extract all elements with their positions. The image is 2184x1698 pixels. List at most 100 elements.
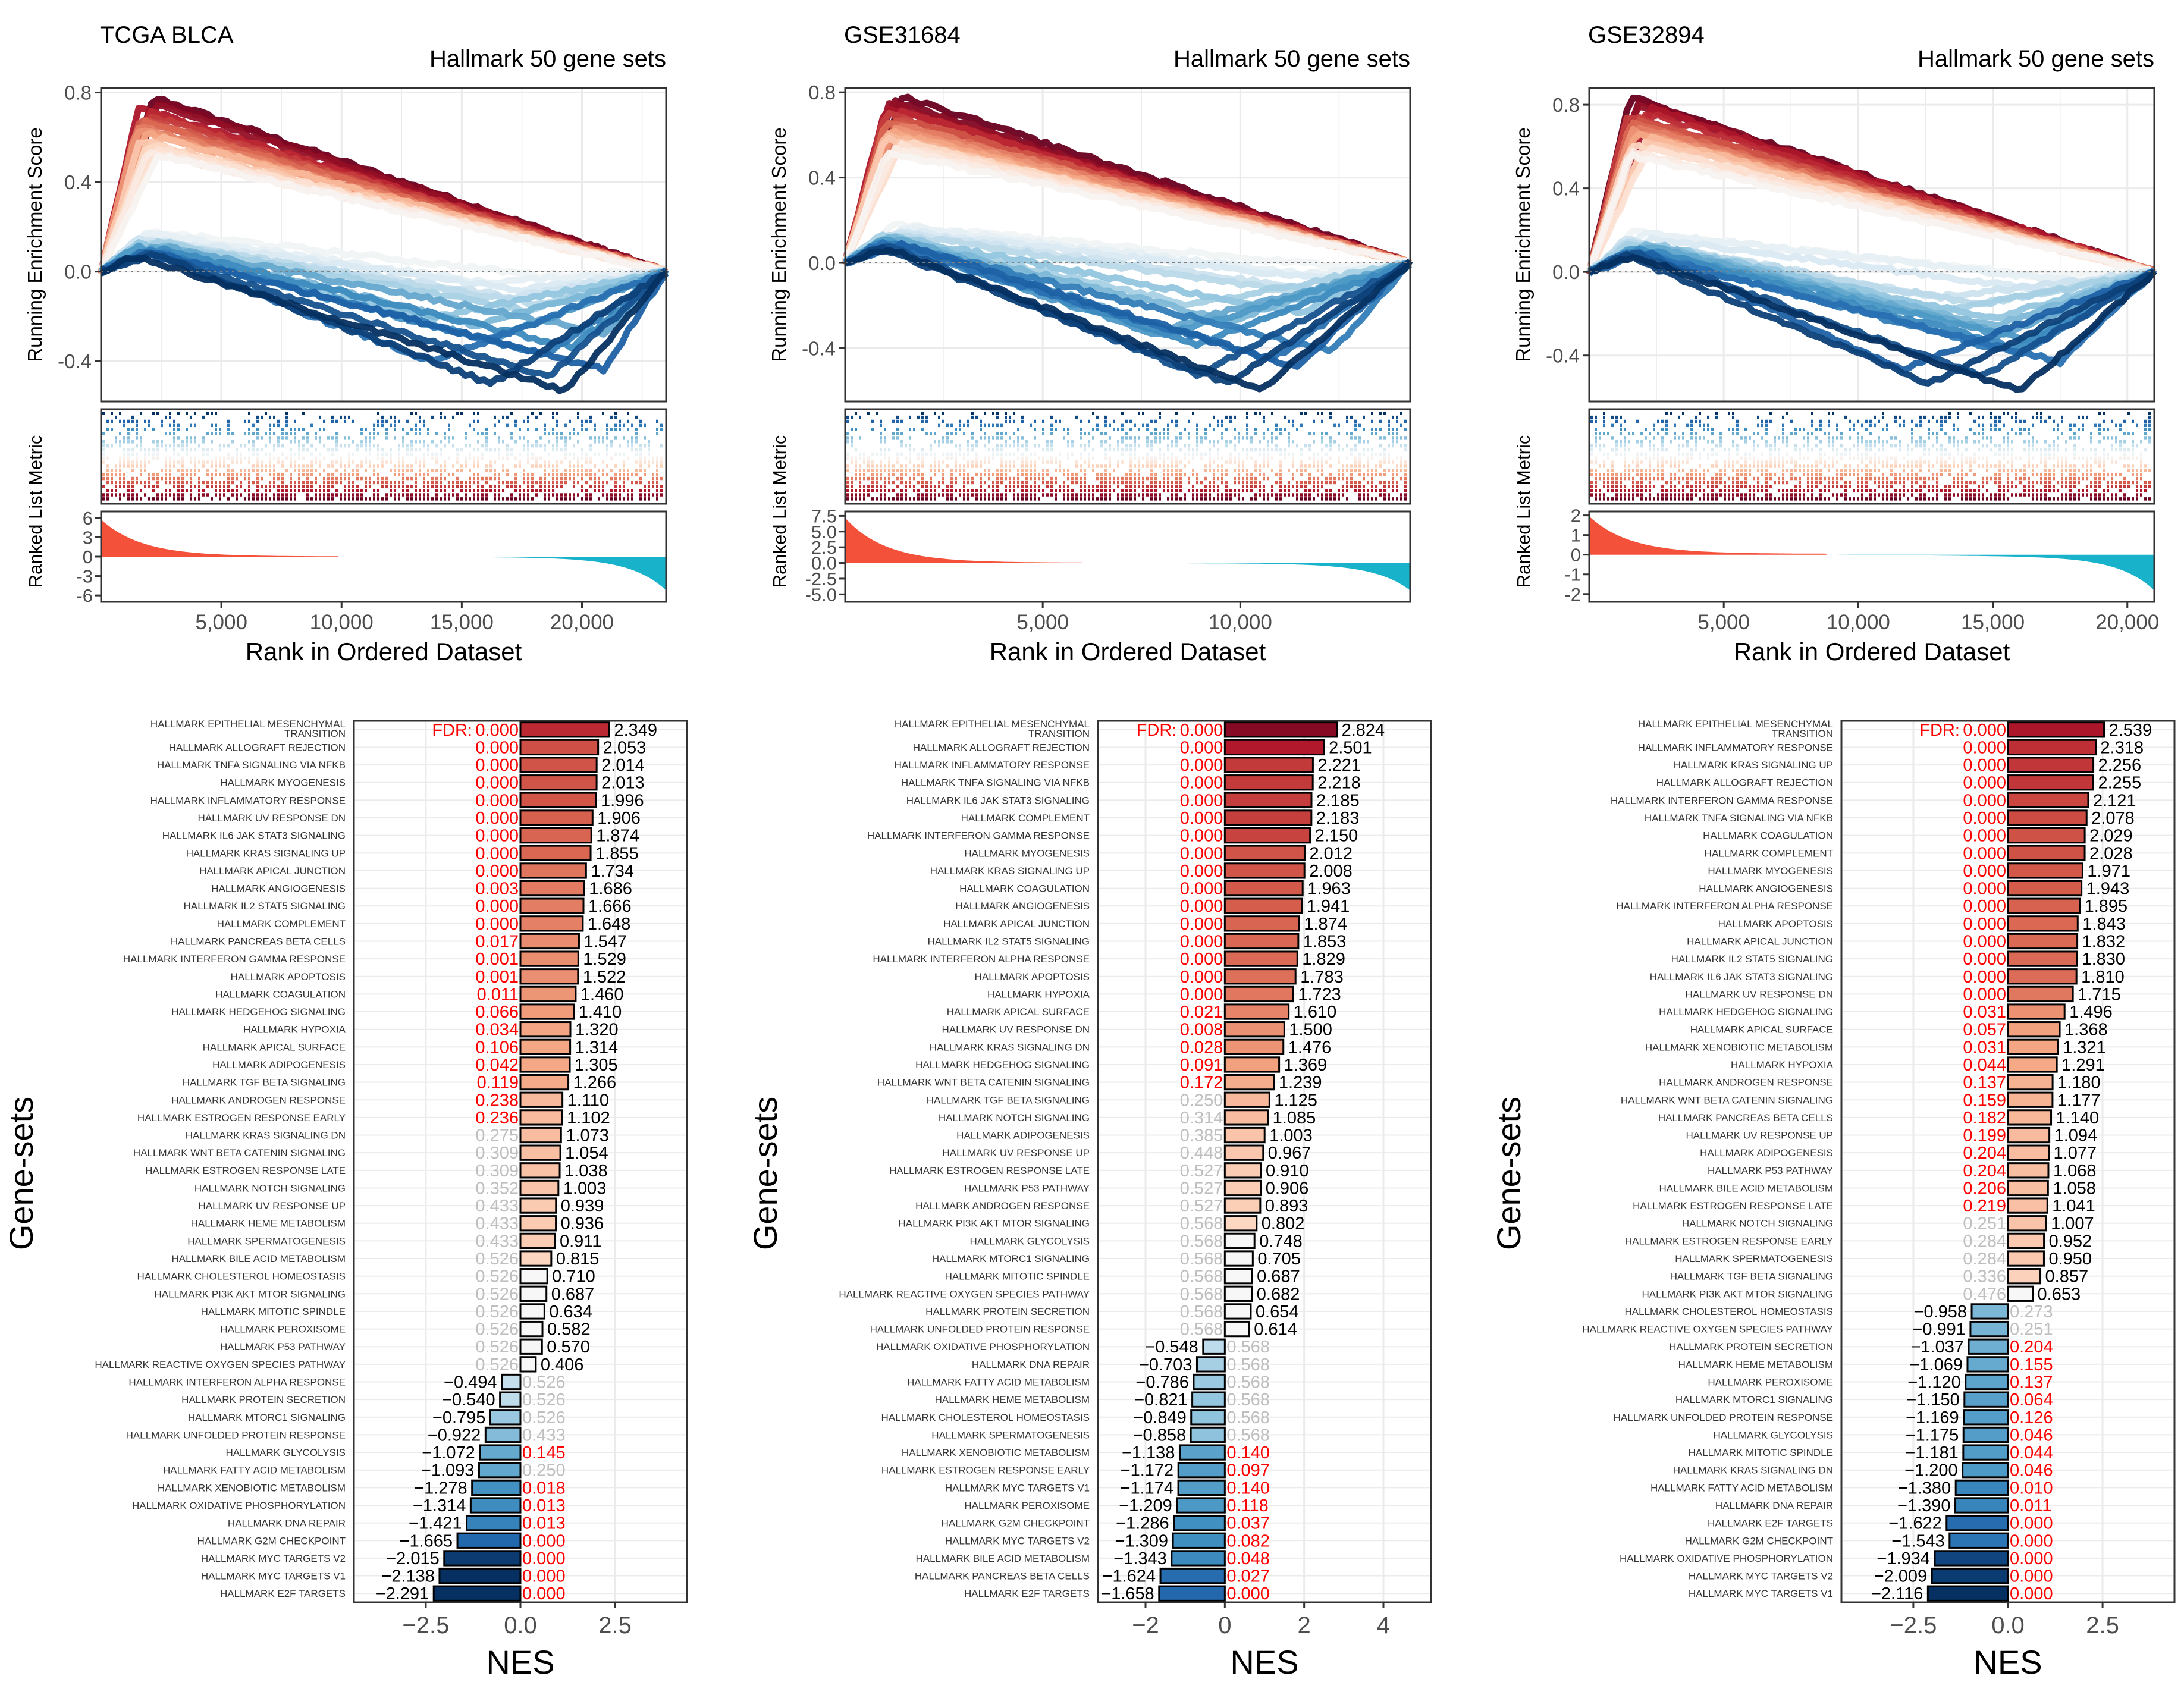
hit-mark bbox=[648, 464, 650, 468]
hit-mark bbox=[1990, 423, 1992, 428]
hit-mark bbox=[152, 440, 155, 444]
hit-mark bbox=[1807, 456, 1809, 460]
hit-mark bbox=[1919, 440, 1922, 444]
hit-mark bbox=[1824, 432, 1826, 435]
hit-mark bbox=[1209, 423, 1211, 428]
hit-mark bbox=[963, 452, 965, 456]
hit-mark bbox=[602, 485, 604, 489]
hit-mark bbox=[660, 428, 663, 431]
hit-mark bbox=[148, 460, 150, 464]
hit-mark bbox=[913, 448, 915, 452]
hit-mark bbox=[1296, 485, 1298, 489]
hit-mark bbox=[1961, 476, 1963, 481]
hit-mark bbox=[1296, 497, 1298, 501]
hit-mark bbox=[244, 472, 246, 476]
hit-mark bbox=[1134, 472, 1136, 476]
hit-mark bbox=[631, 481, 633, 485]
hit-mark bbox=[1279, 452, 1282, 456]
hit-mark bbox=[2098, 440, 2101, 444]
hit-mark bbox=[1150, 440, 1153, 444]
hit-mark bbox=[219, 472, 221, 476]
hit-mark bbox=[1080, 419, 1082, 423]
hit-mark bbox=[1150, 460, 1153, 464]
hit-mark bbox=[1084, 497, 1086, 501]
hit-mark bbox=[344, 415, 346, 419]
hit-mark bbox=[909, 469, 911, 472]
hit-mark bbox=[1388, 444, 1390, 448]
hit-mark bbox=[1757, 476, 1759, 481]
hit-mark bbox=[1229, 456, 1232, 460]
hit-mark bbox=[1961, 452, 1963, 456]
hit-mark bbox=[1367, 469, 1369, 472]
hit-mark bbox=[2069, 464, 2072, 468]
hit-mark bbox=[996, 493, 999, 497]
metric-frame bbox=[844, 510, 1411, 603]
hit-mark bbox=[610, 497, 613, 501]
hit-mark bbox=[1857, 448, 1859, 452]
hit-mark bbox=[1645, 456, 1647, 460]
hit-mark bbox=[1978, 440, 1980, 444]
hit-mark bbox=[2032, 444, 2034, 448]
hit-mark bbox=[252, 452, 255, 456]
hit-mark bbox=[1940, 472, 1943, 476]
hit-mark bbox=[190, 415, 192, 419]
hit-mark bbox=[181, 472, 184, 476]
hit-mark bbox=[1836, 460, 1838, 464]
hit-mark bbox=[1670, 485, 1672, 489]
hit-mark bbox=[573, 456, 575, 460]
hit-mark bbox=[1973, 460, 1976, 464]
hit-mark bbox=[2011, 485, 2013, 489]
hit-mark bbox=[1599, 489, 1601, 492]
hit-mark bbox=[1196, 448, 1198, 452]
hit-mark bbox=[394, 464, 396, 468]
hit-mark bbox=[535, 489, 538, 492]
hit-mark bbox=[1595, 497, 1597, 501]
hit-mark bbox=[639, 476, 642, 481]
hit-mark bbox=[1844, 448, 1847, 452]
hit-mark bbox=[1682, 493, 1684, 497]
hit-mark bbox=[1649, 460, 1651, 464]
hit-mark bbox=[1624, 460, 1626, 464]
hit-mark bbox=[1965, 493, 1968, 497]
hit-mark bbox=[1263, 493, 1265, 497]
hit-mark bbox=[402, 493, 404, 497]
hit-mark bbox=[656, 428, 658, 431]
hit-mark bbox=[984, 469, 986, 472]
hit-mark bbox=[1163, 489, 1165, 492]
hit-mark bbox=[980, 493, 982, 497]
hit-mark bbox=[1063, 481, 1065, 485]
hit-mark bbox=[623, 460, 625, 464]
hit-mark bbox=[261, 460, 263, 464]
hit-mark bbox=[1363, 497, 1365, 501]
hit-mark bbox=[1690, 448, 1693, 452]
hit-mark bbox=[2007, 460, 2009, 464]
hit-mark bbox=[1957, 452, 1959, 456]
hit-mark bbox=[473, 481, 475, 485]
hit-mark bbox=[859, 452, 861, 456]
hit-mark bbox=[1338, 469, 1340, 472]
hit-mark bbox=[556, 481, 558, 485]
hit-mark bbox=[544, 481, 546, 485]
hit-mark bbox=[2103, 436, 2105, 440]
hit-mark bbox=[1092, 489, 1094, 492]
hit-mark bbox=[331, 493, 334, 497]
hit-mark bbox=[851, 436, 853, 440]
hit-mark bbox=[863, 497, 865, 501]
hit-mark bbox=[190, 469, 192, 472]
hit-mark bbox=[1354, 469, 1357, 472]
hit-mark bbox=[871, 497, 874, 501]
hit-mark bbox=[227, 432, 230, 435]
hit-mark bbox=[211, 464, 213, 468]
hit-mark bbox=[444, 432, 446, 435]
hit-mark bbox=[1396, 428, 1398, 431]
hit-mark bbox=[1388, 460, 1390, 464]
hit-mark bbox=[444, 493, 446, 497]
hit-mark bbox=[236, 460, 238, 464]
hit-mark bbox=[1919, 476, 1922, 481]
hit-mark bbox=[1998, 472, 2001, 476]
hit-mark bbox=[248, 485, 250, 489]
hit-mark bbox=[963, 464, 965, 468]
hit-mark bbox=[1899, 444, 1901, 448]
hit-mark bbox=[310, 444, 313, 448]
